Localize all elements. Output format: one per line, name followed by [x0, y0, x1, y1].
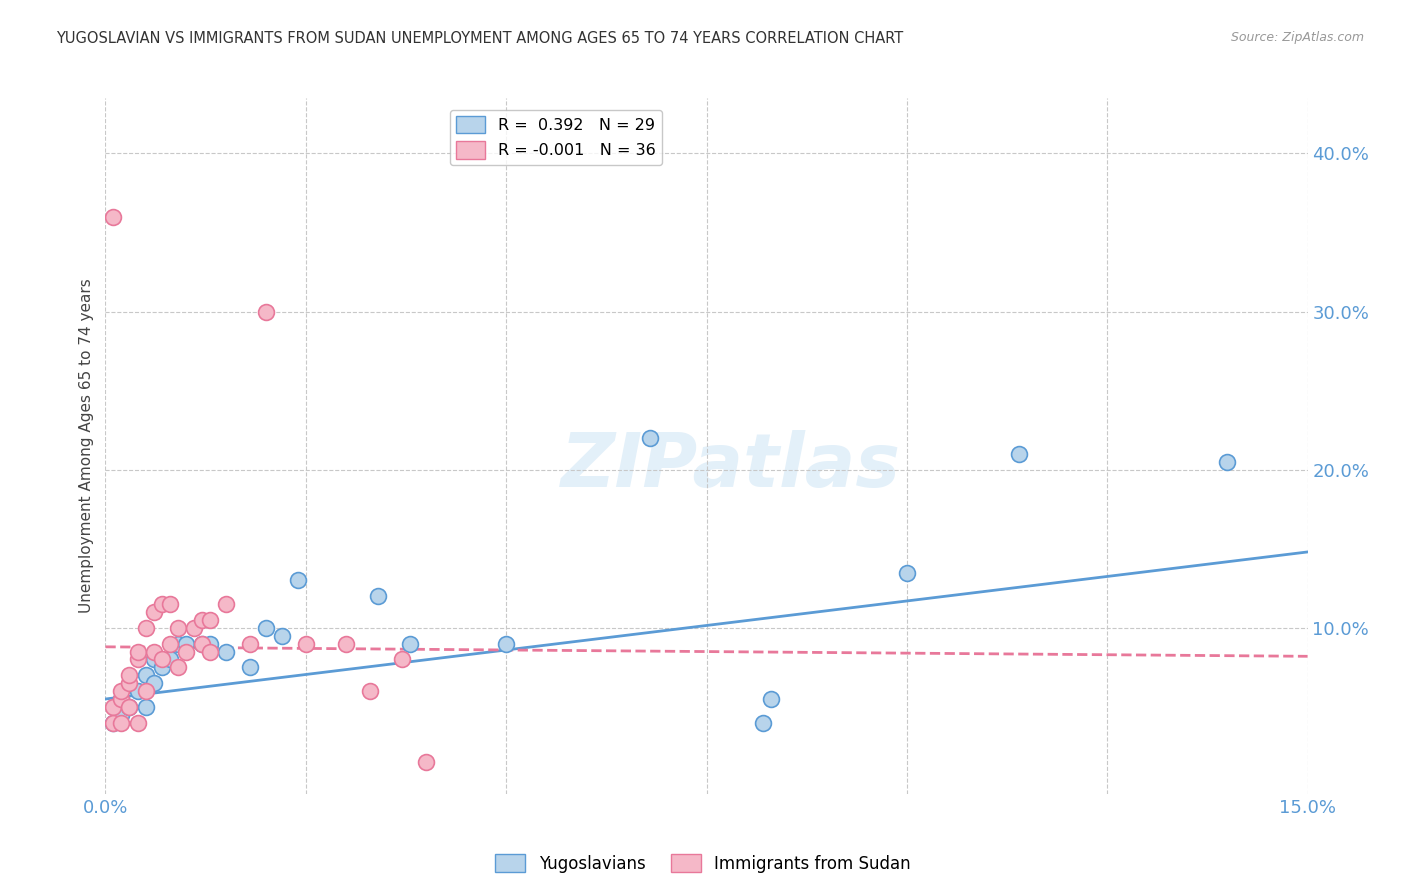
Point — [127, 644, 149, 658]
Point — [174, 637, 197, 651]
Point — [190, 637, 212, 651]
Point — [110, 692, 132, 706]
Point — [174, 644, 197, 658]
Point — [190, 613, 212, 627]
Point — [239, 660, 262, 674]
Point — [287, 574, 309, 588]
Point — [495, 637, 517, 651]
Point — [118, 699, 141, 714]
Point — [415, 756, 437, 770]
Point — [399, 637, 422, 651]
Point — [1008, 447, 1031, 461]
Point — [254, 304, 277, 318]
Point — [359, 684, 381, 698]
Point — [135, 668, 157, 682]
Point — [118, 668, 141, 682]
Point — [391, 652, 413, 666]
Point — [135, 699, 157, 714]
Point — [198, 644, 221, 658]
Point — [150, 652, 173, 666]
Point — [142, 652, 165, 666]
Point — [214, 597, 236, 611]
Point — [1216, 455, 1239, 469]
Point — [159, 637, 181, 651]
Point — [239, 637, 262, 651]
Point — [254, 621, 277, 635]
Point — [759, 692, 782, 706]
Point — [270, 629, 292, 643]
Point — [118, 699, 141, 714]
Point — [198, 613, 221, 627]
Point — [103, 715, 125, 730]
Point — [751, 715, 773, 730]
Text: YUGOSLAVIAN VS IMMIGRANTS FROM SUDAN UNEMPLOYMENT AMONG AGES 65 TO 74 YEARS CORR: YUGOSLAVIAN VS IMMIGRANTS FROM SUDAN UNE… — [56, 31, 904, 46]
Legend: R =  0.392   N = 29, R = -0.001   N = 36: R = 0.392 N = 29, R = -0.001 N = 36 — [450, 110, 662, 165]
Point — [214, 644, 236, 658]
Point — [166, 660, 188, 674]
Point — [166, 637, 188, 651]
Legend: Yugoslavians, Immigrants from Sudan: Yugoslavians, Immigrants from Sudan — [489, 847, 917, 880]
Point — [110, 684, 132, 698]
Point — [159, 597, 181, 611]
Point — [142, 676, 165, 690]
Point — [103, 699, 125, 714]
Point — [110, 715, 132, 730]
Point — [198, 637, 221, 651]
Point — [896, 566, 918, 580]
Point — [135, 621, 157, 635]
Point — [127, 684, 149, 698]
Point — [110, 692, 132, 706]
Point — [367, 589, 389, 603]
Text: Source: ZipAtlas.com: Source: ZipAtlas.com — [1230, 31, 1364, 45]
Point — [335, 637, 357, 651]
Point — [640, 431, 662, 445]
Point — [150, 597, 173, 611]
Point — [103, 715, 125, 730]
Point — [142, 605, 165, 619]
Point — [190, 637, 212, 651]
Text: ZIPatlas: ZIPatlas — [561, 430, 901, 503]
Point — [166, 621, 188, 635]
Point — [103, 210, 125, 224]
Point — [118, 676, 141, 690]
Point — [127, 715, 149, 730]
Point — [159, 652, 181, 666]
Point — [110, 707, 132, 722]
Point — [183, 621, 205, 635]
Point — [142, 644, 165, 658]
Y-axis label: Unemployment Among Ages 65 to 74 years: Unemployment Among Ages 65 to 74 years — [79, 278, 94, 614]
Point — [150, 660, 173, 674]
Point — [135, 684, 157, 698]
Point — [127, 652, 149, 666]
Point — [295, 637, 318, 651]
